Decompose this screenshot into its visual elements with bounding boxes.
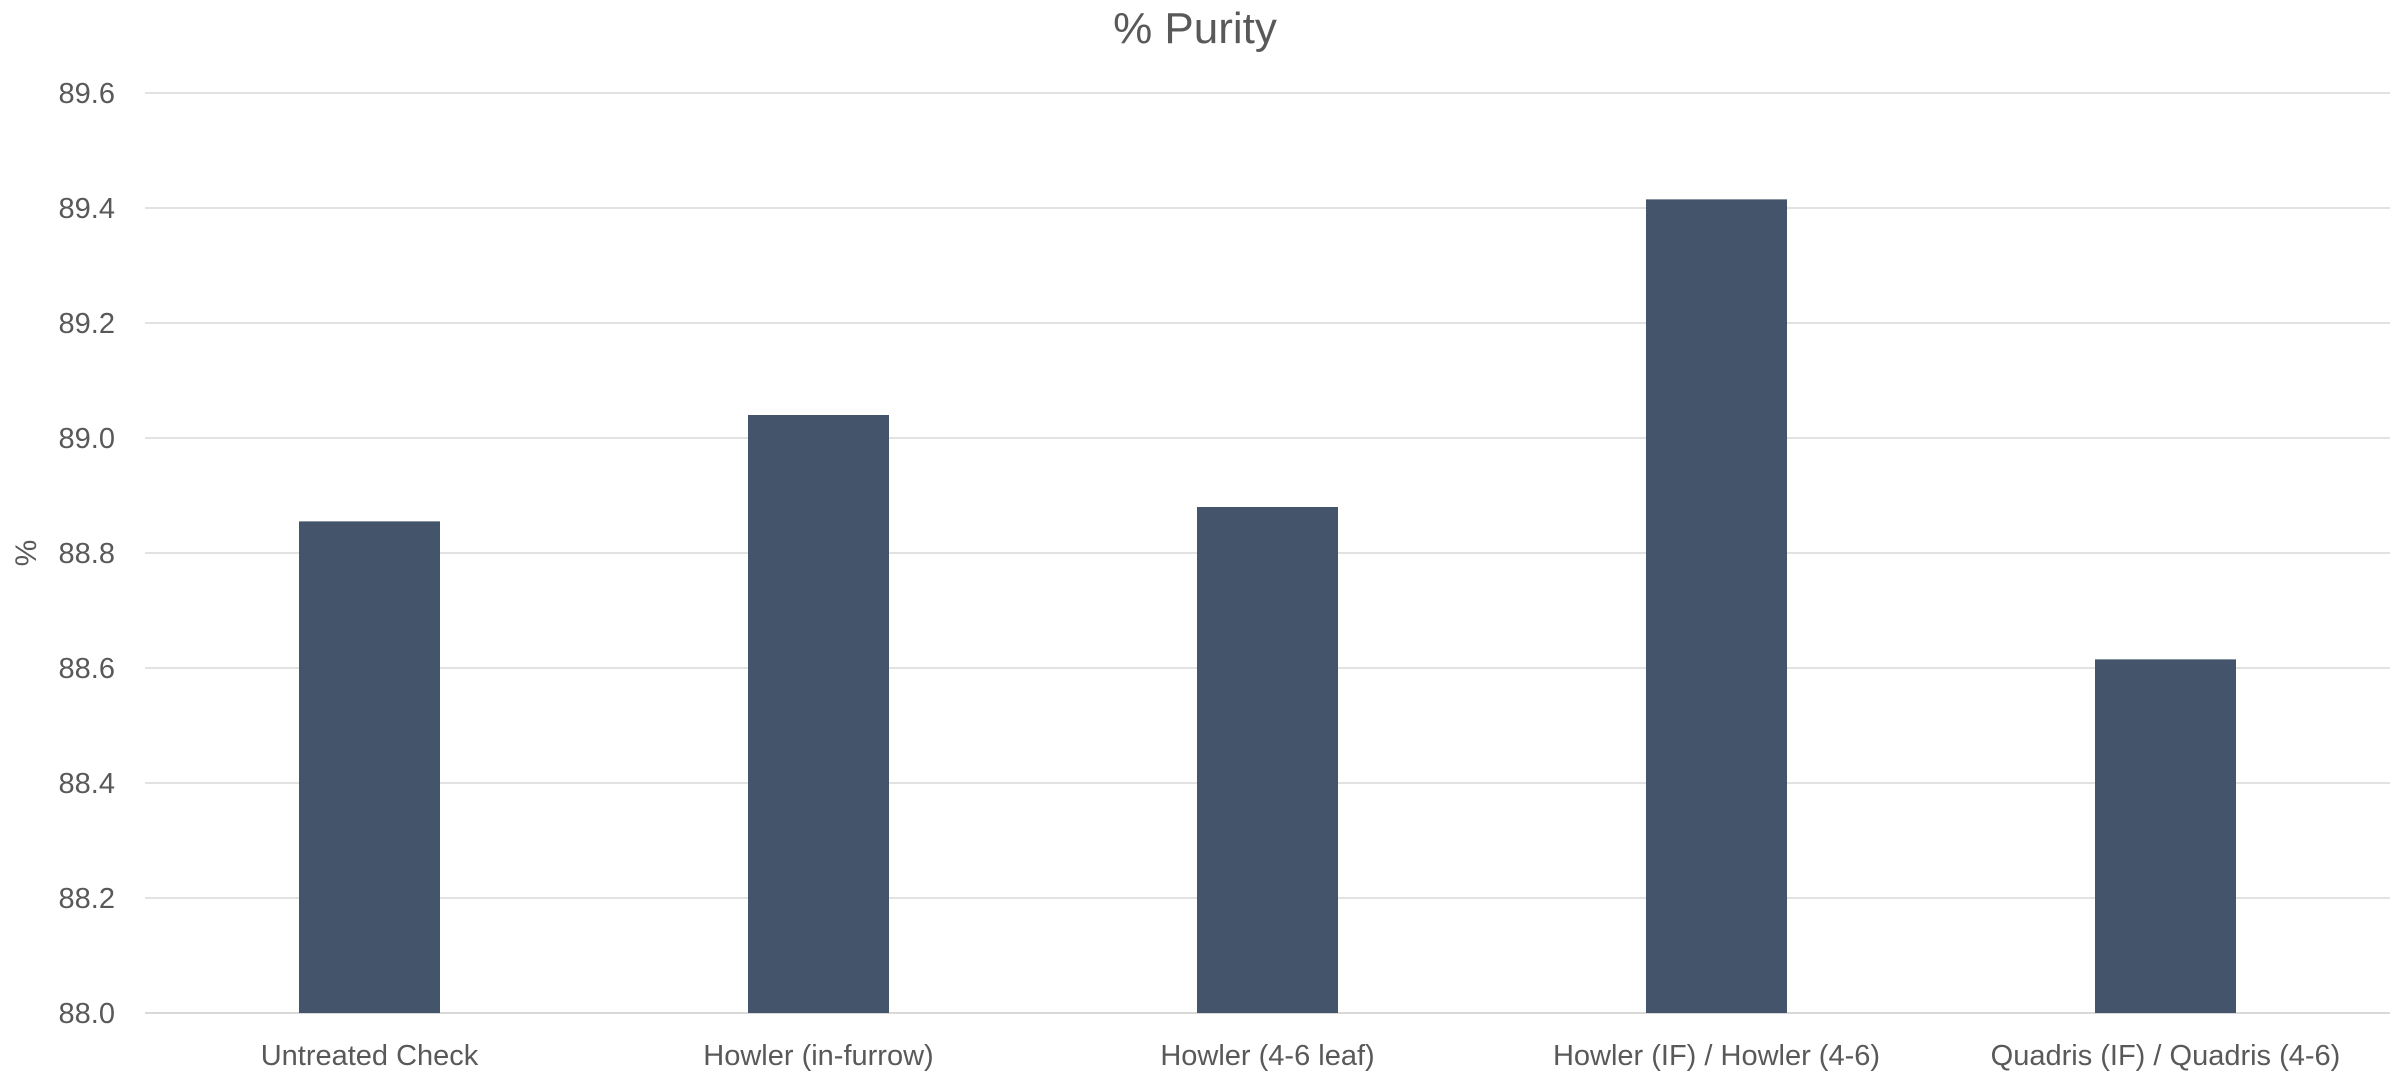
- x-tick-label: Howler (IF) / Howler (4-6): [1553, 1040, 1880, 1072]
- bars: [299, 199, 2236, 1013]
- bar: [1646, 199, 1787, 1013]
- x-axis-category-labels: Untreated Check Howler (in-furrow) Howler …: [261, 1040, 2341, 1072]
- x-tick-label: Untreated Check: [261, 1040, 479, 1072]
- bar: [299, 521, 440, 1013]
- x-tick-label: Quadris (IF) / Quadris (4-6): [1991, 1040, 2341, 1072]
- y-axis-label: %: [10, 540, 43, 567]
- x-tick-label: Howler (in-furrow): [703, 1040, 933, 1072]
- bar: [2095, 659, 2236, 1013]
- y-tick-label: 88.2: [59, 883, 115, 915]
- bar: [748, 415, 889, 1013]
- y-tick-label: 88.4: [59, 768, 115, 800]
- y-tick-label: 88.8: [59, 538, 115, 570]
- y-tick-label: 88.6: [59, 653, 115, 685]
- y-tick-label: 89.4: [59, 193, 115, 225]
- x-tick-label: Howler (4-6 leaf): [1160, 1040, 1374, 1072]
- y-tick-label: 89.6: [59, 78, 115, 110]
- y-tick-label: 89.0: [59, 423, 115, 455]
- bar: [1197, 507, 1338, 1013]
- y-axis-tick-labels: 88.0 88.2 88.4 88.6 88.8 89.0 89.2 89.4 89.6: [59, 78, 115, 1030]
- chart-title: % Purity: [1113, 4, 1277, 53]
- y-tick-label: 89.2: [59, 308, 115, 340]
- y-tick-label: 88.0: [59, 998, 115, 1030]
